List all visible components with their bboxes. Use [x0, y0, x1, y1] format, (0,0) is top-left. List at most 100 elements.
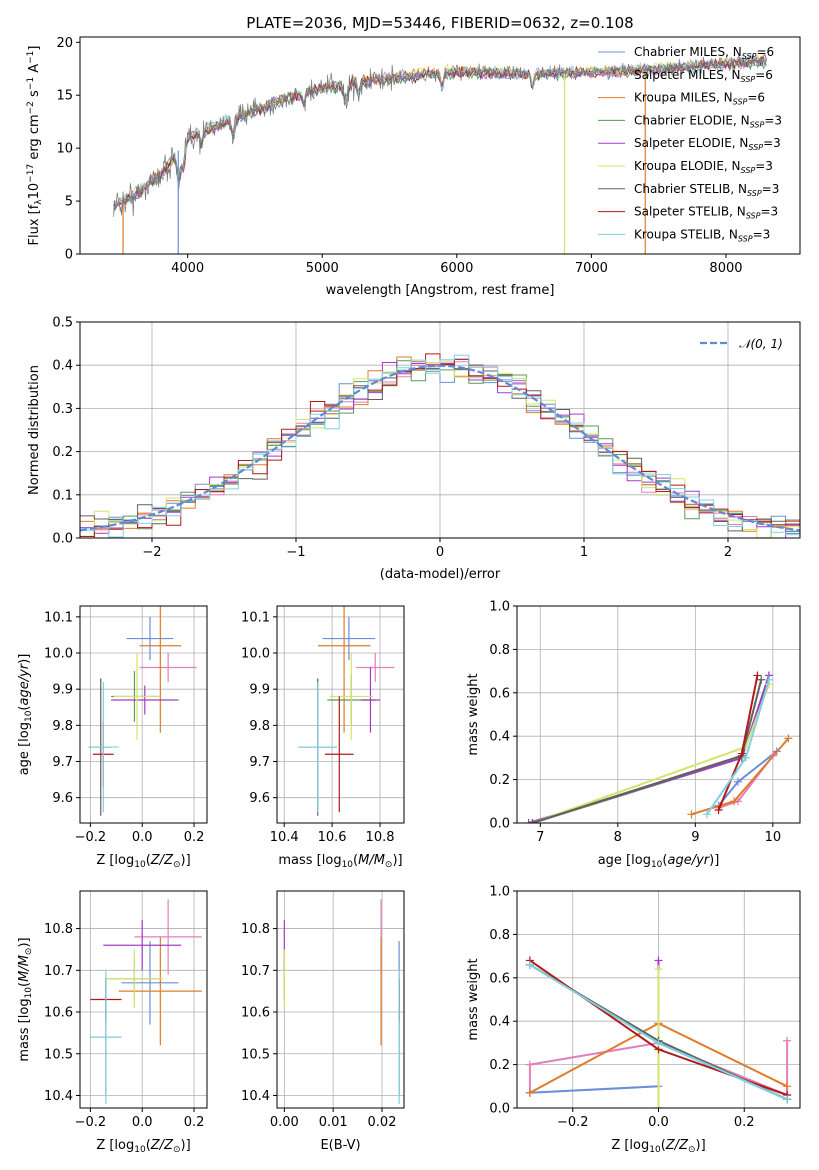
- weight-line: [532, 679, 763, 823]
- y-tick-label: 0.4: [52, 359, 73, 374]
- legend-entry: Chabrier STELIB, NSSP=3: [634, 182, 779, 198]
- x-tick-label: 10: [765, 830, 782, 845]
- plot-area: [80, 353, 800, 538]
- legend-entry: 𝒩(0, 1): [739, 337, 783, 351]
- axes-frame: [79, 321, 801, 539]
- panel-residuals: −2 −1 0 1 2 0.0 0.1 0.2 0.3 0.4 0.5 𝒩(0, 1) (data-mo…: [27, 316, 801, 582]
- weight-marker: [654, 956, 663, 965]
- axes-frame: [79, 605, 208, 824]
- weight-marker: [753, 671, 762, 680]
- x-tick-label: 5000: [306, 261, 339, 276]
- x-tick-label: 6000: [440, 261, 473, 276]
- x-tick-label: 0.02: [368, 1115, 397, 1130]
- y-tick-label: 0.2: [52, 445, 73, 460]
- y-tick-label: 0.4: [489, 730, 510, 745]
- x-tick-label: −0.2: [557, 1115, 589, 1130]
- x-tick-label: 10.6: [318, 830, 347, 845]
- axes-frame: [276, 605, 405, 824]
- legend-entry: Salpeter ELODIE, NSSP=3: [634, 136, 781, 152]
- weight-marker: [525, 1088, 534, 1097]
- x-tick-label: 2: [724, 545, 732, 560]
- x-tick-label: 10.4: [270, 830, 299, 845]
- y-tick-label: 0.3: [52, 402, 73, 417]
- x-axis-label: age [log10(age/yr)]: [598, 853, 720, 870]
- x-tick-label: 9: [691, 830, 699, 845]
- y-axis-label: age [log10(age/yr)]: [17, 654, 34, 776]
- y-tick-label: 9.8: [249, 719, 270, 734]
- panel-age_vs_mass: 10.4 10.6 10.8 9.6 9.7 9.8 9.9 10.0 10.1 mass [lo…: [241, 605, 405, 870]
- y-tick-label: 9.7: [52, 755, 73, 770]
- y-tick-label: 10.0: [44, 647, 73, 662]
- panel-mass_vs_ebv: 0.00 0.01 0.02 10.4 10.5 10.6 10.7 10.8 E(B-V): [241, 890, 405, 1153]
- y-tick-label: 15: [56, 89, 73, 104]
- weight-marker: [525, 1060, 534, 1069]
- weight-marker: [714, 805, 723, 814]
- weight-marker: [783, 1095, 792, 1104]
- histogram-step-line: [80, 353, 800, 538]
- x-tick-label: 7000: [575, 261, 608, 276]
- x-tick-label: −1: [286, 545, 305, 560]
- weight-marker: [783, 1036, 792, 1045]
- x-tick-label: 8000: [709, 261, 742, 276]
- x-axis-label: (data-model)/error: [380, 567, 501, 582]
- x-tick-label: −0.2: [75, 830, 107, 845]
- plot-area: [524, 671, 793, 823]
- y-axis-label: mass weight: [466, 673, 481, 755]
- y-tick-label: 20: [56, 36, 73, 51]
- legend-entry: Salpeter STELIB, NSSP=3: [634, 205, 778, 221]
- weight-marker: [784, 734, 793, 743]
- x-axis-label: Z [log10(Z/Z⊙)]: [611, 1138, 705, 1155]
- panel-mass_vs_Z: −0.2 0.0 0.2 10.4 10.5 10.6 10.7 10.8 Z [log10(Z…: [17, 890, 208, 1155]
- y-tick-label: 10.5: [241, 1047, 270, 1062]
- y-tick-label: 9.8: [52, 719, 73, 734]
- x-tick-label: 0.00: [270, 1115, 299, 1130]
- figure-title: PLATE=2036, MJD=53446, FIBERID=0632, z=0…: [246, 14, 633, 32]
- y-tick-label: 0.6: [489, 686, 510, 701]
- weight-marker: [654, 1104, 663, 1108]
- y-tick-label: 10.5: [44, 1047, 73, 1062]
- x-tick-label: 0.0: [648, 1115, 669, 1130]
- x-tick-label: 0.2: [184, 1115, 205, 1130]
- weight-marker: [528, 819, 537, 823]
- y-tick-label: 9.9: [52, 683, 73, 698]
- weight-marker: [702, 810, 711, 819]
- y-axis-label: mass [log10(M/M⊙)]: [17, 937, 34, 1061]
- y-tick-label: 0.8: [489, 643, 510, 658]
- weight-marker: [687, 810, 696, 819]
- y-tick-label: 10.8: [241, 922, 270, 937]
- x-tick-label: 0: [436, 545, 444, 560]
- y-tick-label: 1.0: [489, 600, 510, 615]
- plot-area: [525, 956, 792, 1108]
- plot-area: [283, 899, 400, 1104]
- axes-frame: [276, 890, 405, 1109]
- x-tick-label: −2: [142, 545, 161, 560]
- y-axis-label: Flux [fλ10−17 erg cm−2 s−1 A−1]: [26, 46, 44, 246]
- axes-frame: [79, 36, 801, 255]
- weight-marker: [525, 960, 534, 969]
- weight-marker: [741, 753, 750, 762]
- x-tick-label: 0.2: [184, 830, 205, 845]
- x-tick-label: 0.2: [734, 1115, 755, 1130]
- y-tick-label: 0.0: [489, 1102, 510, 1117]
- axes-frame: [516, 605, 801, 824]
- y-tick-label: 10.1: [241, 610, 270, 625]
- x-tick-label: 0.0: [132, 830, 153, 845]
- y-tick-label: 9.9: [249, 683, 270, 698]
- axes-frame: [516, 890, 801, 1109]
- y-tick-label: 10.6: [44, 1006, 73, 1021]
- x-axis-label: Z [log10(Z/Z⊙)]: [96, 853, 190, 870]
- y-tick-label: 10.4: [241, 1089, 270, 1104]
- y-tick-label: 0.0: [52, 532, 73, 547]
- panel-massweight_vs_Z: −0.2 0.0 0.2 0.0 0.2 0.4 0.6 0.8 1.0 Z [log10(Z/Z…: [466, 885, 801, 1155]
- plot-area: [87, 606, 197, 816]
- y-tick-label: 9.7: [249, 755, 270, 770]
- plot-area: [90, 899, 202, 1104]
- weight-marker: [737, 749, 746, 758]
- legend-entry: Salpeter MILES, NSSP=6: [634, 68, 773, 84]
- x-axis-label: wavelength [Angstrom, rest frame]: [326, 283, 555, 298]
- panel-massweight_vs_age: 7 8 9 10 0.0 0.2 0.4 0.6 0.8 1.0 age [log10(age/yr…: [466, 600, 801, 870]
- weight-marker: [654, 965, 663, 974]
- y-tick-label: 0: [65, 248, 73, 263]
- y-axis-label: mass weight: [466, 958, 481, 1040]
